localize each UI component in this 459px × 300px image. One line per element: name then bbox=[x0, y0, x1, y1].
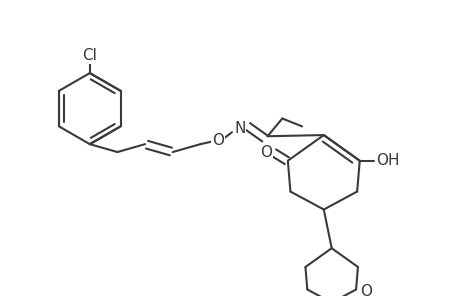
Text: OH: OH bbox=[375, 153, 398, 168]
Text: O: O bbox=[359, 284, 371, 299]
Text: O: O bbox=[212, 133, 224, 148]
Text: O: O bbox=[260, 145, 272, 160]
Text: N: N bbox=[234, 121, 245, 136]
Text: Cl: Cl bbox=[82, 48, 97, 63]
